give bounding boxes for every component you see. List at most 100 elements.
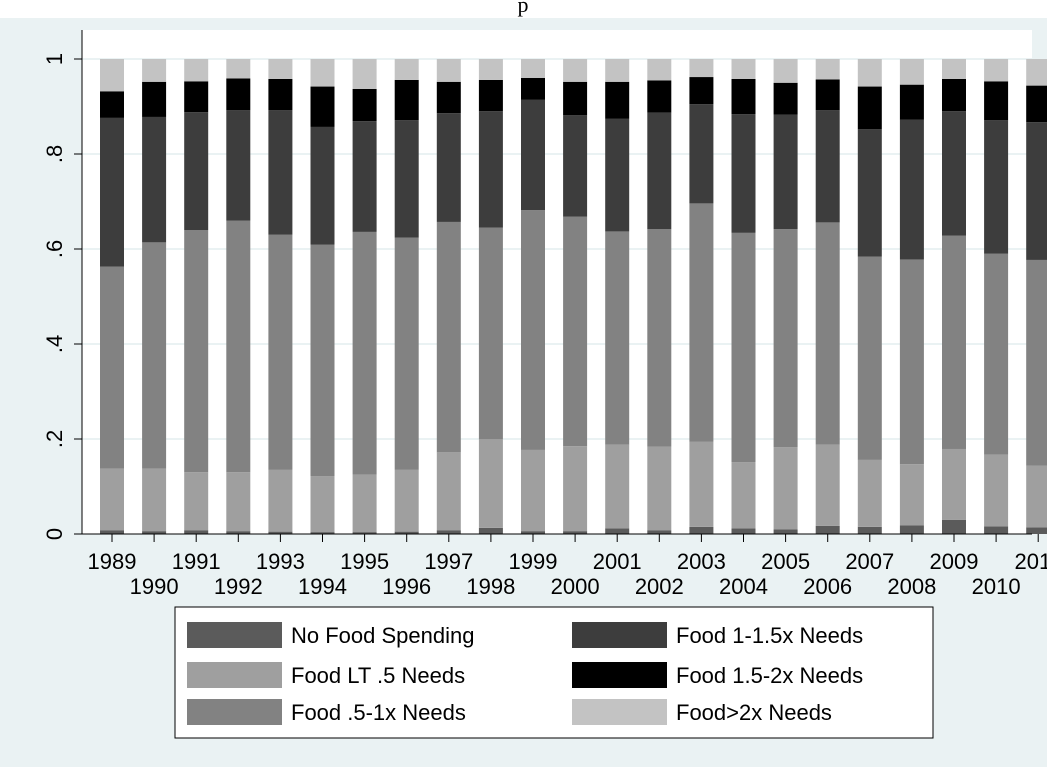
bar-segment (984, 526, 1009, 534)
bar-segment (226, 78, 251, 111)
bar-segment (815, 79, 840, 111)
bar-segment (478, 111, 503, 228)
x-tick-label: 2009 (930, 549, 979, 574)
bar-segment (310, 532, 335, 534)
bar-segment (899, 525, 924, 534)
bar-segment (100, 468, 124, 531)
x-tick-label: 1990 (130, 574, 179, 599)
legend-swatch (187, 622, 282, 648)
bar-stack (942, 59, 966, 534)
legend-item: Food LT .5 Needs (187, 662, 465, 688)
bar-segment (268, 234, 293, 470)
legend-item: Food 1-1.5x Needs (572, 622, 863, 648)
x-tick-label: 2010 (972, 574, 1021, 599)
bar-segment (689, 104, 714, 204)
x-tick-label: 2002 (635, 574, 684, 599)
bar-segment (899, 84, 924, 120)
bar-stack (773, 59, 798, 534)
bar-stack (352, 59, 377, 534)
bar-segment (984, 120, 1009, 254)
bar-segment (100, 59, 124, 92)
x-tick-label: 2011 (1015, 549, 1047, 574)
legend-swatch (187, 699, 282, 725)
bar-stack (268, 59, 293, 535)
bar-segment (142, 242, 167, 469)
x-tick-label: 2008 (887, 574, 936, 599)
x-tick-label: 2001 (593, 549, 642, 574)
legend-swatch (572, 662, 667, 688)
bar-stack (899, 59, 924, 534)
legend-item: No Food Spending (187, 622, 474, 648)
bar-stack (647, 59, 672, 534)
bar-segment (478, 527, 503, 534)
bar-segment (563, 59, 588, 82)
bar-segment (815, 525, 840, 534)
plot-area (82, 30, 1032, 534)
legend-item: Food>2x Needs (572, 699, 832, 725)
bar-stack (605, 59, 630, 534)
x-tick-label: 1989 (88, 549, 137, 574)
bar-segment (689, 59, 714, 78)
x-tick-label: 1994 (298, 574, 347, 599)
bar-segment (1026, 59, 1047, 86)
x-tick-label: 1995 (340, 549, 389, 574)
bar-segment (815, 222, 840, 445)
bar-segment (436, 221, 461, 453)
x-tick-label: 2003 (677, 549, 726, 574)
bar-segment (647, 59, 672, 81)
x-tick-label: 1996 (382, 574, 431, 599)
bar-segment (563, 216, 588, 447)
bar-segment (689, 77, 714, 105)
bar-segment (184, 530, 209, 534)
bar-segment (605, 528, 630, 534)
legend-swatch (572, 622, 667, 648)
bar-segment (605, 81, 630, 119)
bar-stack (1026, 59, 1047, 534)
bar-stack (436, 59, 461, 534)
bar-segment (984, 454, 1009, 527)
bar-segment (942, 111, 966, 236)
bar-segment (773, 529, 798, 534)
bar-segment (310, 86, 335, 127)
bar-segment (142, 468, 167, 532)
bar-segment (857, 86, 882, 130)
legend-swatch (187, 662, 282, 688)
bar-segment (521, 59, 545, 78)
bar-segment (605, 59, 630, 82)
bar-segment (1026, 465, 1047, 528)
y-tick-label: 0 (42, 528, 67, 540)
bar-segment (478, 79, 503, 112)
bars-group (100, 59, 1047, 535)
bar-segment (184, 112, 209, 230)
bar-segment (184, 59, 209, 82)
bar-segment (184, 472, 209, 531)
bar-segment (984, 59, 1009, 82)
bar-segment (563, 446, 588, 532)
bar-segment (731, 528, 756, 534)
bar-segment (647, 112, 672, 230)
bar-stack (184, 59, 209, 534)
bar-segment (310, 59, 335, 87)
legend: No Food Spending Food LT .5 Needs Food .5-… (174, 606, 934, 739)
bar-segment (226, 472, 251, 532)
bar-segment (1026, 259, 1047, 466)
bar-segment (899, 464, 924, 526)
bar-segment (647, 530, 672, 534)
bar-segment (184, 81, 209, 113)
bar-segment (268, 531, 293, 535)
x-tick-label: 2005 (761, 549, 810, 574)
bar-segment (352, 121, 377, 232)
bar-segment (436, 530, 461, 534)
bar-segment (605, 118, 630, 232)
bar-segment (899, 259, 924, 465)
x-tick-label: 1998 (466, 574, 515, 599)
bar-segment (857, 59, 882, 87)
bar-segment (521, 99, 545, 211)
bar-segment (352, 474, 377, 533)
bar-segment (268, 59, 293, 79)
legend-box (174, 606, 934, 739)
bar-segment (394, 237, 419, 470)
bar-segment (100, 266, 124, 469)
bar-segment (521, 531, 545, 534)
x-tick-label: 2000 (551, 574, 600, 599)
